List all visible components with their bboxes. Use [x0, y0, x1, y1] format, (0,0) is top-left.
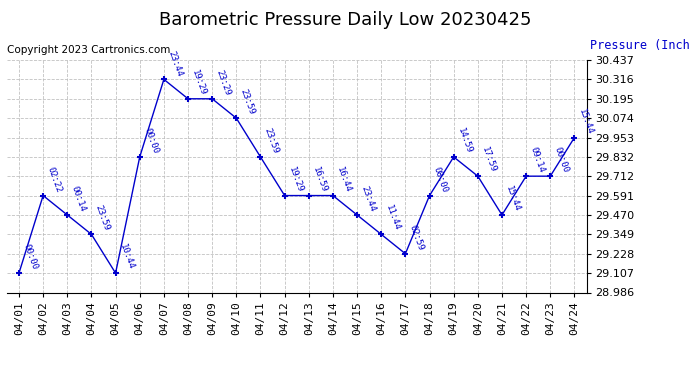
Text: 14:59: 14:59 — [456, 127, 474, 155]
Text: 02:59: 02:59 — [408, 224, 426, 252]
Text: 08:00: 08:00 — [432, 165, 450, 194]
Text: 00:00: 00:00 — [142, 127, 160, 155]
Text: 15:44: 15:44 — [504, 185, 522, 213]
Text: 19:29: 19:29 — [190, 69, 208, 97]
Text: Barometric Pressure Daily Low 20230425: Barometric Pressure Daily Low 20230425 — [159, 11, 531, 29]
Text: 00:14: 00:14 — [70, 185, 88, 213]
Text: 23:59: 23:59 — [239, 88, 257, 116]
Text: Copyright 2023 Cartronics.com: Copyright 2023 Cartronics.com — [7, 45, 170, 55]
Text: 23:44: 23:44 — [166, 49, 184, 78]
Text: 16:59: 16:59 — [311, 165, 329, 194]
Text: 02:22: 02:22 — [46, 165, 63, 194]
Text: 11:44: 11:44 — [384, 204, 402, 232]
Text: 23:44: 23:44 — [359, 185, 377, 213]
Text: 23:59: 23:59 — [263, 127, 281, 155]
Text: 23:59: 23:59 — [94, 204, 112, 232]
Text: 09:14: 09:14 — [529, 146, 546, 174]
Text: 10:44: 10:44 — [118, 243, 136, 271]
Text: 00:00: 00:00 — [21, 243, 39, 271]
Text: 17:59: 17:59 — [480, 146, 498, 174]
Text: 19:29: 19:29 — [287, 165, 305, 194]
Text: 23:29: 23:29 — [215, 69, 233, 97]
Text: 00:00: 00:00 — [553, 146, 571, 174]
Text: 15:44: 15:44 — [577, 107, 595, 136]
Text: Pressure (Inches/Hg): Pressure (Inches/Hg) — [590, 39, 690, 53]
Text: 16:44: 16:44 — [335, 165, 353, 194]
